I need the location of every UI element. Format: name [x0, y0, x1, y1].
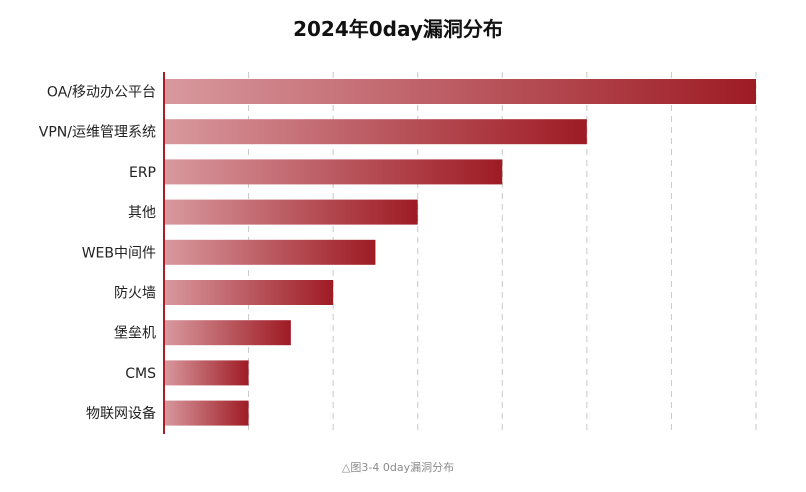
bars: [164, 79, 756, 426]
category-label: ERP: [129, 165, 156, 181]
category-label: 防火墙: [114, 286, 156, 302]
category-label: 物联网设备: [86, 405, 156, 422]
category-label: VPN/运维管理系统: [39, 125, 156, 141]
category-label: WEB中间件: [82, 245, 156, 261]
category-label: 堡垒机: [114, 326, 156, 342]
category-label: OA/移动办公平台: [47, 85, 156, 101]
bar: [164, 199, 418, 225]
bar: [164, 400, 249, 426]
bar: [164, 280, 334, 305]
bar: [164, 159, 503, 185]
bar: [164, 119, 587, 145]
category-label: CMS: [125, 366, 156, 382]
bar: [164, 239, 376, 265]
bar: [164, 320, 291, 346]
bar: [164, 79, 756, 104]
figure-caption: △图3-4 0day漏洞分布: [342, 461, 454, 474]
category-label: 其他: [128, 205, 156, 221]
chart-title: 2024年0day漏洞分布: [293, 17, 503, 41]
bar: [164, 360, 249, 386]
